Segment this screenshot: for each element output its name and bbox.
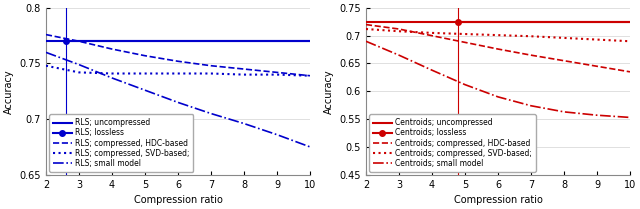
Y-axis label: Accuracy: Accuracy [4, 69, 14, 114]
Legend: RLS; uncompressed, RLS; lossless, RLS; compressed, HDC-based, RLS; compressed, S: RLS; uncompressed, RLS; lossless, RLS; c… [49, 114, 193, 172]
X-axis label: Compression ratio: Compression ratio [134, 195, 222, 205]
Legend: Centroids; uncompressed, Centroids; lossless, Centroids; compressed, HDC-based, : Centroids; uncompressed, Centroids; loss… [369, 114, 536, 172]
X-axis label: Compression ratio: Compression ratio [454, 195, 542, 205]
Y-axis label: Accuracy: Accuracy [324, 69, 334, 114]
